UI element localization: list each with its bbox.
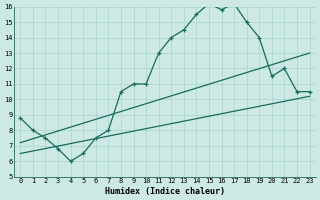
X-axis label: Humidex (Indice chaleur): Humidex (Indice chaleur) [105, 187, 225, 196]
